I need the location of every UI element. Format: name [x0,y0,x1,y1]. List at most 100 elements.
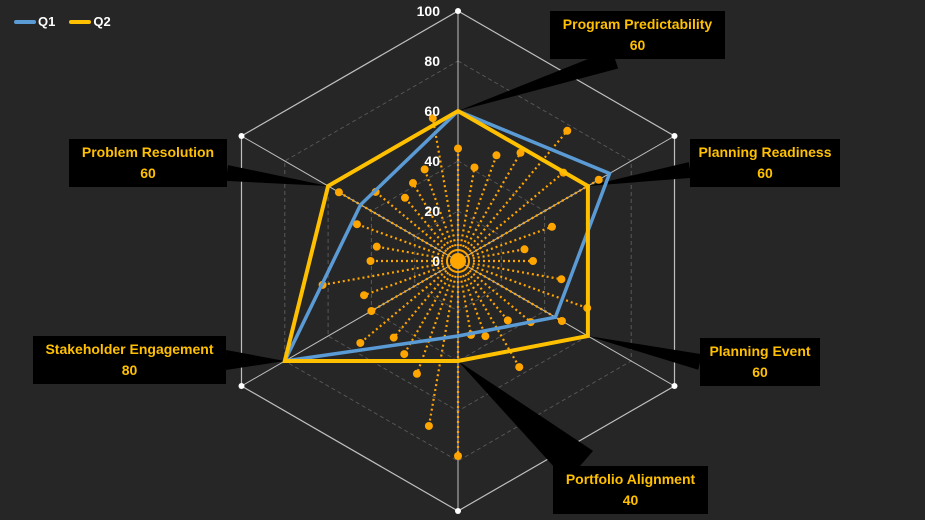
callout-stakeholder-engagement: Stakeholder Engagement 80 [33,336,226,384]
spoke-line [457,248,525,263]
callout-pointer [458,361,594,482]
spoke-point [372,242,381,251]
spoke-line [456,260,487,337]
spoke-line [457,152,522,262]
spoke-point [454,452,462,460]
callout-value: 60 [752,364,768,380]
radial-tick-label: 40 [424,153,440,169]
spoke-point [520,245,529,254]
spoke-line [412,182,459,262]
callout-value: 60 [140,165,156,181]
spoke-point [515,363,524,372]
axis-end-marker [671,133,678,139]
axis-line [241,260,459,387]
spoke-line [457,260,532,323]
callout-pointer [587,162,692,186]
spoke-point [409,179,417,188]
callout-label: Portfolio Alignment [565,471,696,487]
series-q1-line [281,108,612,364]
callout-value: 40 [622,492,639,508]
spoke-point [367,307,376,315]
spoke-point [547,222,556,231]
spoke-point [529,257,537,265]
spoke-line [415,260,460,375]
spoke-point [594,175,603,184]
spoke-line [359,260,459,344]
callout-label: Stakeholder Engagement [45,341,214,357]
spoke-line [456,167,476,262]
radial-tick-label: 20 [424,203,440,219]
legend-item-q2[interactable]: Q2 [69,14,111,29]
spoke-point [420,165,429,174]
callout-value: 60 [757,165,773,181]
spoke-point [424,421,433,430]
radial-tick-label: 60 [424,103,440,119]
callout-pointer [587,336,702,370]
callout-pointer [458,49,619,111]
spoke-point [481,332,490,341]
spoke-point [428,114,437,123]
callout-value: 60 [629,37,646,53]
spoke-line [456,154,498,262]
callout-label: Problem Resolution [81,144,215,160]
legend-label-q1: Q1 [38,14,56,29]
axis-end-marker [671,383,678,389]
spoke-point [412,369,421,378]
radial-tick-label: 100 [417,3,441,19]
legend-label-q2: Q2 [93,14,111,29]
spoke-line [423,169,460,262]
spoke-point [400,193,409,202]
axis-end-marker [238,383,245,389]
legend-item-q1[interactable]: Q1 [14,14,55,29]
callout-label: Planning Readiness [698,144,832,160]
spoke-line [457,130,569,262]
callout-label: Planning Event [709,343,811,359]
spoke-point [557,317,566,325]
spoke-point [563,126,572,135]
spoke-line [431,118,460,262]
spoke-point [516,148,525,157]
axis-end-marker [455,8,461,14]
spoke-line [363,259,459,297]
spoke-point [400,350,409,359]
callout-problem-resolution: Problem Resolution 60 [69,139,227,187]
callout-planning-event: Planning Event 60 [700,338,820,386]
spoke-point [503,316,512,325]
spoke-line [376,245,459,263]
legend-swatch-q2 [69,19,92,24]
spoke-line [356,223,459,263]
legend: Q1 Q2 [14,14,111,29]
spoke-line [457,260,563,322]
spoke-point [356,338,365,347]
spoke-point [352,220,361,229]
spoke-point [557,275,566,284]
spoke-point [334,188,343,197]
spoke-point [366,257,375,265]
spoke-point [470,163,479,172]
legend-swatch-q1 [14,19,36,24]
center-marker [450,253,466,269]
spoke-line [392,260,459,339]
spoke-point [389,333,398,342]
spoke-line [457,178,600,262]
callout-program-predictability: Program Predictability 60 [550,11,725,59]
radial-tick-label: 80 [424,53,440,69]
spoke-point [492,151,501,160]
callout-pointer [225,165,329,186]
spoke-line [456,260,473,336]
callout-value: 80 [121,362,138,378]
spoke-line [457,260,521,368]
callout-label: Program Predictability [562,16,713,32]
axis-end-marker [238,133,245,139]
spoke-line [427,260,460,427]
callout-planning-readiness: Planning Readiness 60 [690,139,840,187]
callout-portfolio-alignment: Portfolio Alignment 40 [553,466,708,514]
callout-pointer [225,350,285,370]
series-q2-line [282,108,590,363]
spoke-point [454,144,462,153]
spoke-point [360,291,369,300]
spoke-line [457,225,553,263]
spoke-line [404,197,459,262]
axis-end-marker [455,508,461,514]
